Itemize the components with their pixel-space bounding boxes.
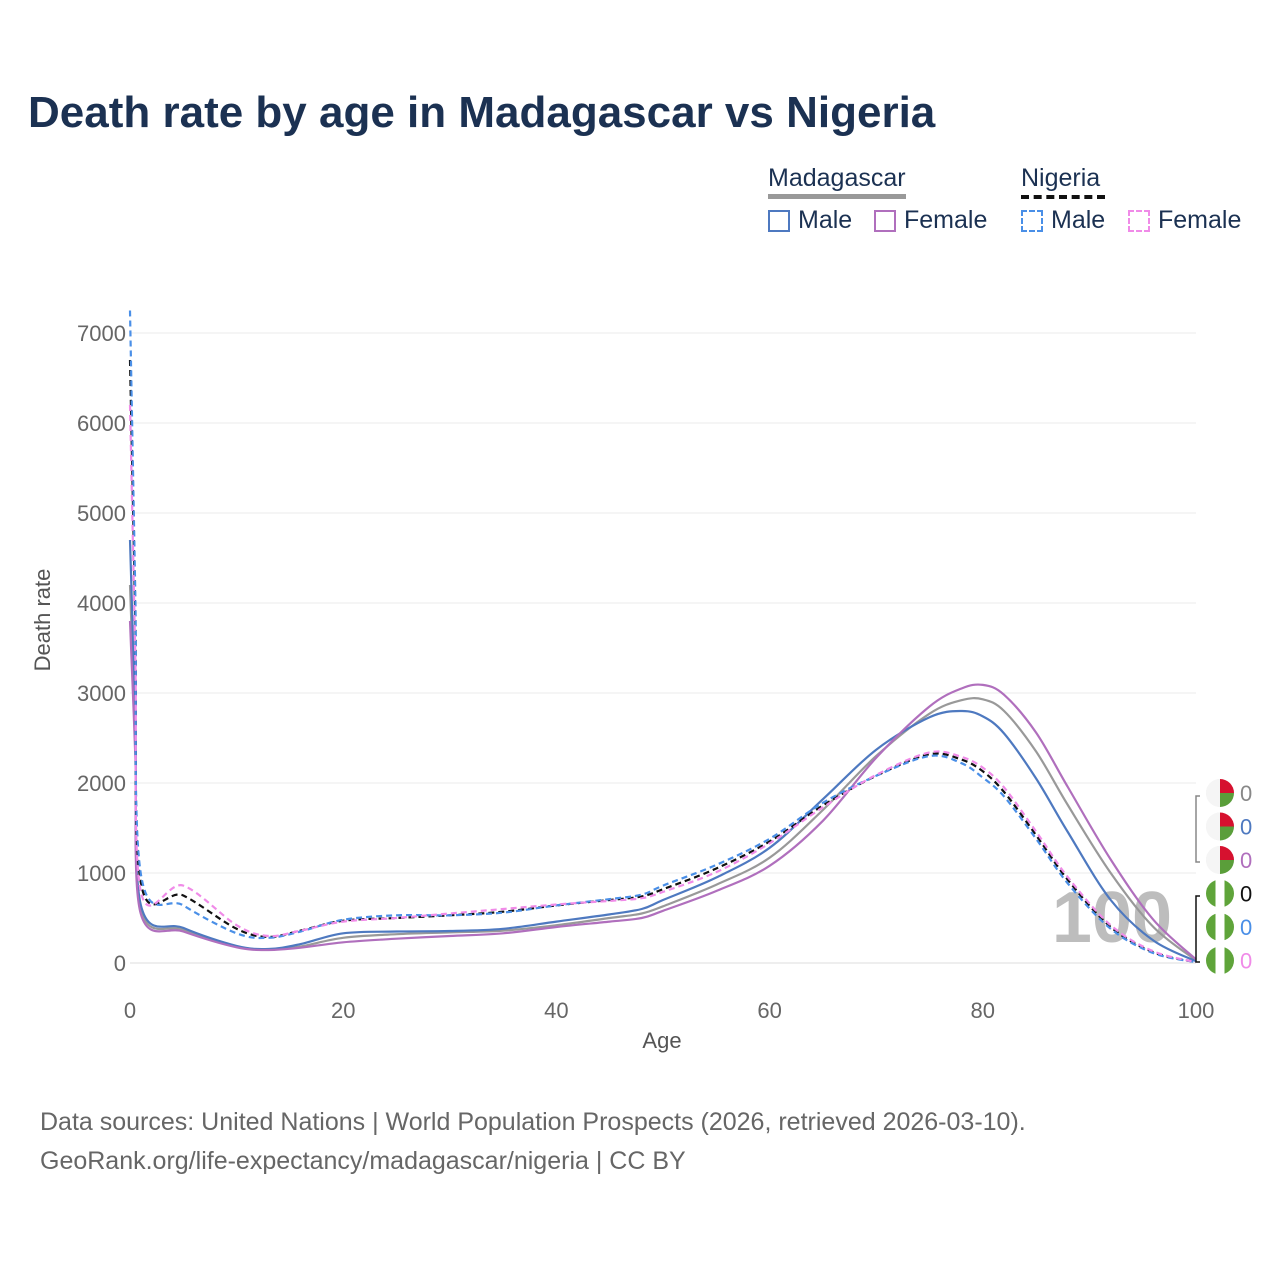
series-line-madagascar-total[interactable] (128, 584, 1197, 962)
end-labels: 0 0 0 0 0 0 (1195, 779, 1252, 975)
end-label-value: 0 (1240, 882, 1252, 907)
source-line-2[interactable]: GeoRank.org/life-expectancy/madagascar/n… (40, 1147, 686, 1175)
y-axis-label: Death rate (30, 569, 55, 672)
series-lines (128, 310, 1197, 964)
legend-group-madagascar[interactable]: Madagascar (768, 164, 906, 199)
x-axis-label: Age (642, 1028, 681, 1053)
y-tick-1000: 1000 (77, 861, 126, 886)
y-tick-6000: 6000 (77, 411, 126, 436)
end-label-value: 0 (1240, 815, 1252, 840)
legend-swatch-nigeria-male (1021, 209, 1043, 232)
y-tick-0: 0 (114, 951, 126, 976)
chart-title: Death rate by age in Madagascar vs Niger… (28, 88, 936, 137)
end-label-value: 0 (1240, 781, 1252, 806)
x-tick-80: 80 (971, 998, 995, 1023)
series-line-madagascar-female[interactable] (128, 620, 1197, 961)
x-tick-labels: 0 20 40 60 80 100 (124, 998, 1214, 1023)
x-tick-20: 20 (331, 998, 355, 1023)
madagascar-flag-icon (1220, 779, 1234, 793)
x-tick-100: 100 (1178, 998, 1215, 1023)
end-label-madagascar-2: 0 (1206, 846, 1252, 874)
legend-madagascar-underline (768, 194, 906, 199)
end-label-nigeria-3: 0 (1206, 879, 1252, 908)
legend-swatch-madagascar-female (874, 209, 896, 232)
end-label-madagascar-0: 0 (1206, 779, 1252, 807)
legend-group-nigeria[interactable]: Nigeria (1021, 164, 1105, 199)
source-line-1: Data sources: United Nations | World Pop… (40, 1108, 1026, 1136)
x-tick-40: 40 (544, 998, 568, 1023)
end-label-value: 0 (1240, 949, 1252, 974)
y-tick-2000: 2000 (77, 771, 126, 796)
end-label-madagascar-1: 0 (1206, 812, 1252, 841)
madagascar-flag-icon (1220, 812, 1234, 827)
series-line-nigeria-female[interactable] (128, 404, 1197, 964)
y-tick-3000: 3000 (77, 681, 126, 706)
legend-item-madagascar-female[interactable]: Female (874, 206, 987, 235)
year-slider-label: 100 (1052, 878, 1172, 958)
y-tick-5000: 5000 (77, 501, 126, 526)
y-tick-labels: 0 1000 2000 3000 4000 5000 6000 7000 (77, 321, 126, 976)
end-label-value: 0 (1240, 915, 1252, 940)
y-tick-4000: 4000 (77, 591, 126, 616)
legend-swatch-nigeria-female (1128, 209, 1150, 232)
end-label-value: 0 (1240, 848, 1252, 873)
end-bracket-nigeria (1195, 895, 1200, 963)
end-bracket-madagascar (1195, 795, 1200, 863)
y-tick-7000: 7000 (77, 321, 126, 346)
series-line-nigeria-male[interactable] (128, 310, 1197, 964)
legend-item-madagascar-male[interactable]: Male (768, 206, 852, 235)
grid-lines (130, 332, 1196, 964)
legend-swatch-madagascar-male (768, 209, 790, 232)
x-tick-0: 0 (124, 998, 136, 1023)
legend-nigeria-underline (1021, 195, 1105, 199)
x-tick-60: 60 (757, 998, 781, 1023)
end-label-nigeria-5: 0 (1206, 946, 1252, 975)
legend-item-nigeria-male[interactable]: Male (1021, 206, 1105, 235)
series-line-madagascar-male[interactable] (128, 539, 1197, 963)
madagascar-flag-icon (1220, 846, 1234, 860)
legend-item-nigeria-female[interactable]: Female (1128, 206, 1241, 235)
series-line-nigeria-total[interactable] (128, 359, 1197, 964)
end-label-nigeria-4: 0 (1206, 913, 1252, 941)
